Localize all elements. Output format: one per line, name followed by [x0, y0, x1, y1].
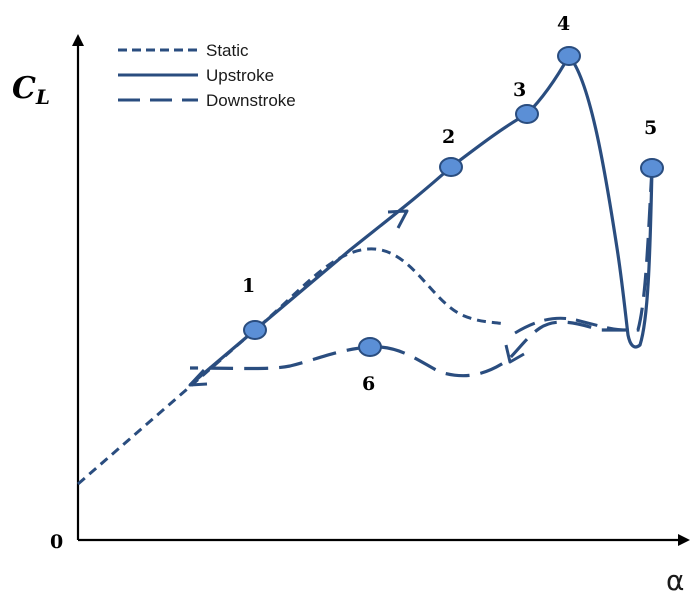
legend-static-label: Static	[206, 41, 249, 60]
point-marker-2	[439, 157, 463, 177]
y-axis-label-sub: L	[35, 85, 50, 109]
downstroke-curve	[189, 167, 654, 378]
point-marker-5	[640, 158, 664, 178]
point-label-6: 6	[362, 373, 375, 395]
point-label-2: 2	[442, 126, 455, 148]
point-label-5: 5	[644, 117, 657, 139]
y-axis-label: CL	[12, 71, 50, 109]
legend: Static Upstroke Downstroke	[118, 41, 296, 110]
y-axis-label-main: C	[12, 71, 36, 106]
downstroke-arrow-left-icon	[188, 368, 208, 387]
static-curve	[77, 247, 506, 486]
x-axis-label: α	[666, 564, 684, 597]
point-marker-6	[358, 337, 382, 357]
downstroke-arrow-mid-icon	[504, 344, 525, 364]
point-label-4: 4	[557, 13, 570, 35]
point-label-3: 3	[513, 79, 526, 101]
origin-label: 0	[50, 531, 63, 553]
point-marker-4	[557, 46, 581, 66]
point-marker-1	[243, 320, 267, 340]
point-markers	[243, 46, 664, 357]
point-marker-3	[515, 104, 539, 124]
legend-upstroke-label: Upstroke	[206, 66, 274, 85]
point-label-1: 1	[242, 275, 255, 297]
upstroke-arrow-icon	[387, 209, 409, 229]
legend-downstroke-label: Downstroke	[206, 91, 296, 110]
